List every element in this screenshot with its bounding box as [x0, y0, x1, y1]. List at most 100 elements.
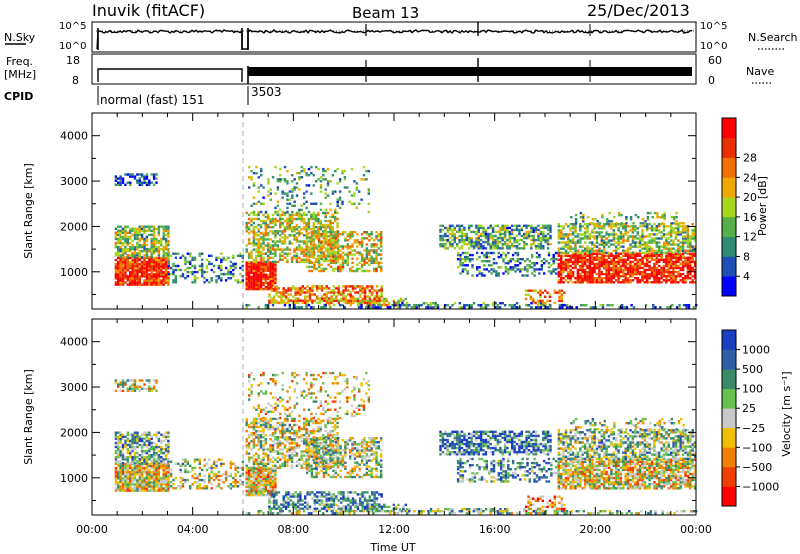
power-cell-3078 — [576, 270, 580, 274]
power-cell-2998 — [560, 281, 563, 284]
power-cell-1537 — [284, 295, 288, 298]
power-cell-2907 — [543, 272, 546, 275]
power-cell-2612 — [508, 240, 511, 244]
power-cell-1238 — [293, 213, 296, 217]
power-cell-3480 — [655, 268, 658, 272]
power-cell-544 — [167, 248, 170, 251]
power-cell-3633 — [686, 264, 690, 268]
power-cell-3255 — [610, 272, 613, 276]
power-cell-743 — [227, 272, 230, 276]
power-cell-3090 — [579, 272, 582, 276]
power-cell-3655 — [691, 268, 694, 272]
power-cell-4139 — [681, 243, 685, 246]
velocity-cell-251 — [160, 464, 163, 468]
power-cell-3617 — [681, 252, 685, 255]
power-cell-2993 — [557, 264, 560, 268]
power-cell-2361 — [353, 202, 356, 205]
power-cell-1094 — [269, 250, 272, 253]
power-cell-209 — [152, 269, 156, 272]
velocity-cell-94 — [131, 481, 134, 484]
power-cell-3534 — [667, 270, 670, 274]
power-cell-109 — [133, 265, 137, 268]
power-cell-3803 — [591, 235, 594, 238]
power-cell-2272 — [300, 204, 303, 207]
power-cell-2283 — [305, 190, 308, 193]
velocity-cell-445 — [145, 456, 149, 459]
power-cell-2512 — [479, 247, 483, 250]
power-cell-3536 — [667, 266, 670, 270]
power-cell-2989 — [557, 275, 560, 278]
power-cell-2324 — [326, 167, 330, 171]
power-cell-1384 — [317, 226, 320, 229]
power-cell-248 — [160, 273, 163, 276]
power-cell-1296 — [302, 217, 306, 221]
power-cell-3505 — [660, 266, 663, 270]
power-cell-1754 — [380, 293, 383, 296]
power-cell-739 — [224, 272, 228, 276]
power-cell-2821 — [495, 270, 498, 273]
power-cell-1070 — [264, 223, 267, 227]
power-cell-3210 — [600, 258, 603, 261]
power-cell-1150 — [279, 238, 282, 241]
power-cell-523 — [162, 235, 165, 239]
power-cell-598 — [145, 181, 149, 184]
velocity-cell-422 — [140, 454, 144, 457]
power-cell-347 — [124, 241, 127, 245]
power-cell-4107 — [672, 229, 675, 232]
power-cell-1447 — [329, 221, 332, 225]
power-cell-1220 — [290, 228, 294, 231]
power-cell-3353 — [629, 268, 632, 272]
power-cell-1865 — [313, 263, 316, 266]
power-cell-1142 — [276, 219, 279, 223]
power-cell-1019 — [257, 248, 260, 251]
power-cell-399 — [136, 254, 139, 257]
velocity-cell-419 — [140, 462, 144, 465]
power-cell-2963 — [544, 289, 547, 292]
power-cell-889 — [264, 287, 267, 291]
power-cell-1289 — [302, 242, 306, 245]
velocity-cell-425 — [140, 447, 144, 451]
power-cell-4407 — [494, 306, 497, 309]
power-cell-3183 — [595, 262, 599, 266]
freq-label: Freq. — [6, 55, 33, 68]
power-cell-2461 — [463, 240, 466, 244]
power-cell-3080 — [576, 262, 580, 266]
power-cell-1952 — [332, 267, 335, 271]
power-cell-241 — [157, 260, 161, 264]
velocity-cell-209 — [152, 475, 156, 478]
power-cell-4115 — [674, 227, 678, 230]
power-cell-2260 — [293, 178, 296, 181]
power-cell-2939 — [527, 289, 530, 292]
power-cell-2736 — [546, 224, 550, 227]
velocity-cell-303 — [114, 437, 118, 440]
power-cell-2447 — [458, 228, 461, 232]
velocity-cell-240 — [157, 466, 161, 470]
power-cell-1810 — [378, 301, 381, 305]
power-cell-1026 — [257, 230, 260, 233]
power-cell-410 — [136, 227, 139, 230]
power-cell-2812 — [490, 264, 493, 267]
power-cell-2608 — [506, 226, 509, 230]
power-cell-3081 — [576, 260, 580, 264]
power-cell-2648 — [520, 238, 523, 242]
power-cell-2424 — [451, 234, 454, 238]
power-cell-407 — [136, 233, 139, 237]
power-cell-3351 — [629, 272, 632, 276]
power-cell-2218 — [276, 188, 280, 191]
velocity-cell-63 — [124, 462, 127, 466]
power-cell-1362 — [314, 260, 318, 264]
power-cell-1957 — [332, 251, 335, 254]
power-cell-2352 — [343, 178, 347, 181]
power-cell-4417 — [544, 306, 547, 309]
velocity-cell-293 — [167, 462, 170, 466]
power-cell-4336 — [264, 304, 267, 307]
velocity-cell-247 — [160, 481, 163, 484]
power-cell-1732 — [368, 285, 371, 288]
power-cell-2851 — [511, 268, 515, 271]
power-cell-3100 — [581, 279, 584, 282]
power-cell-3154 — [591, 277, 594, 280]
power-cell-3783 — [586, 245, 589, 248]
power-cell-525 — [162, 231, 165, 234]
power-cell-967 — [247, 240, 251, 243]
